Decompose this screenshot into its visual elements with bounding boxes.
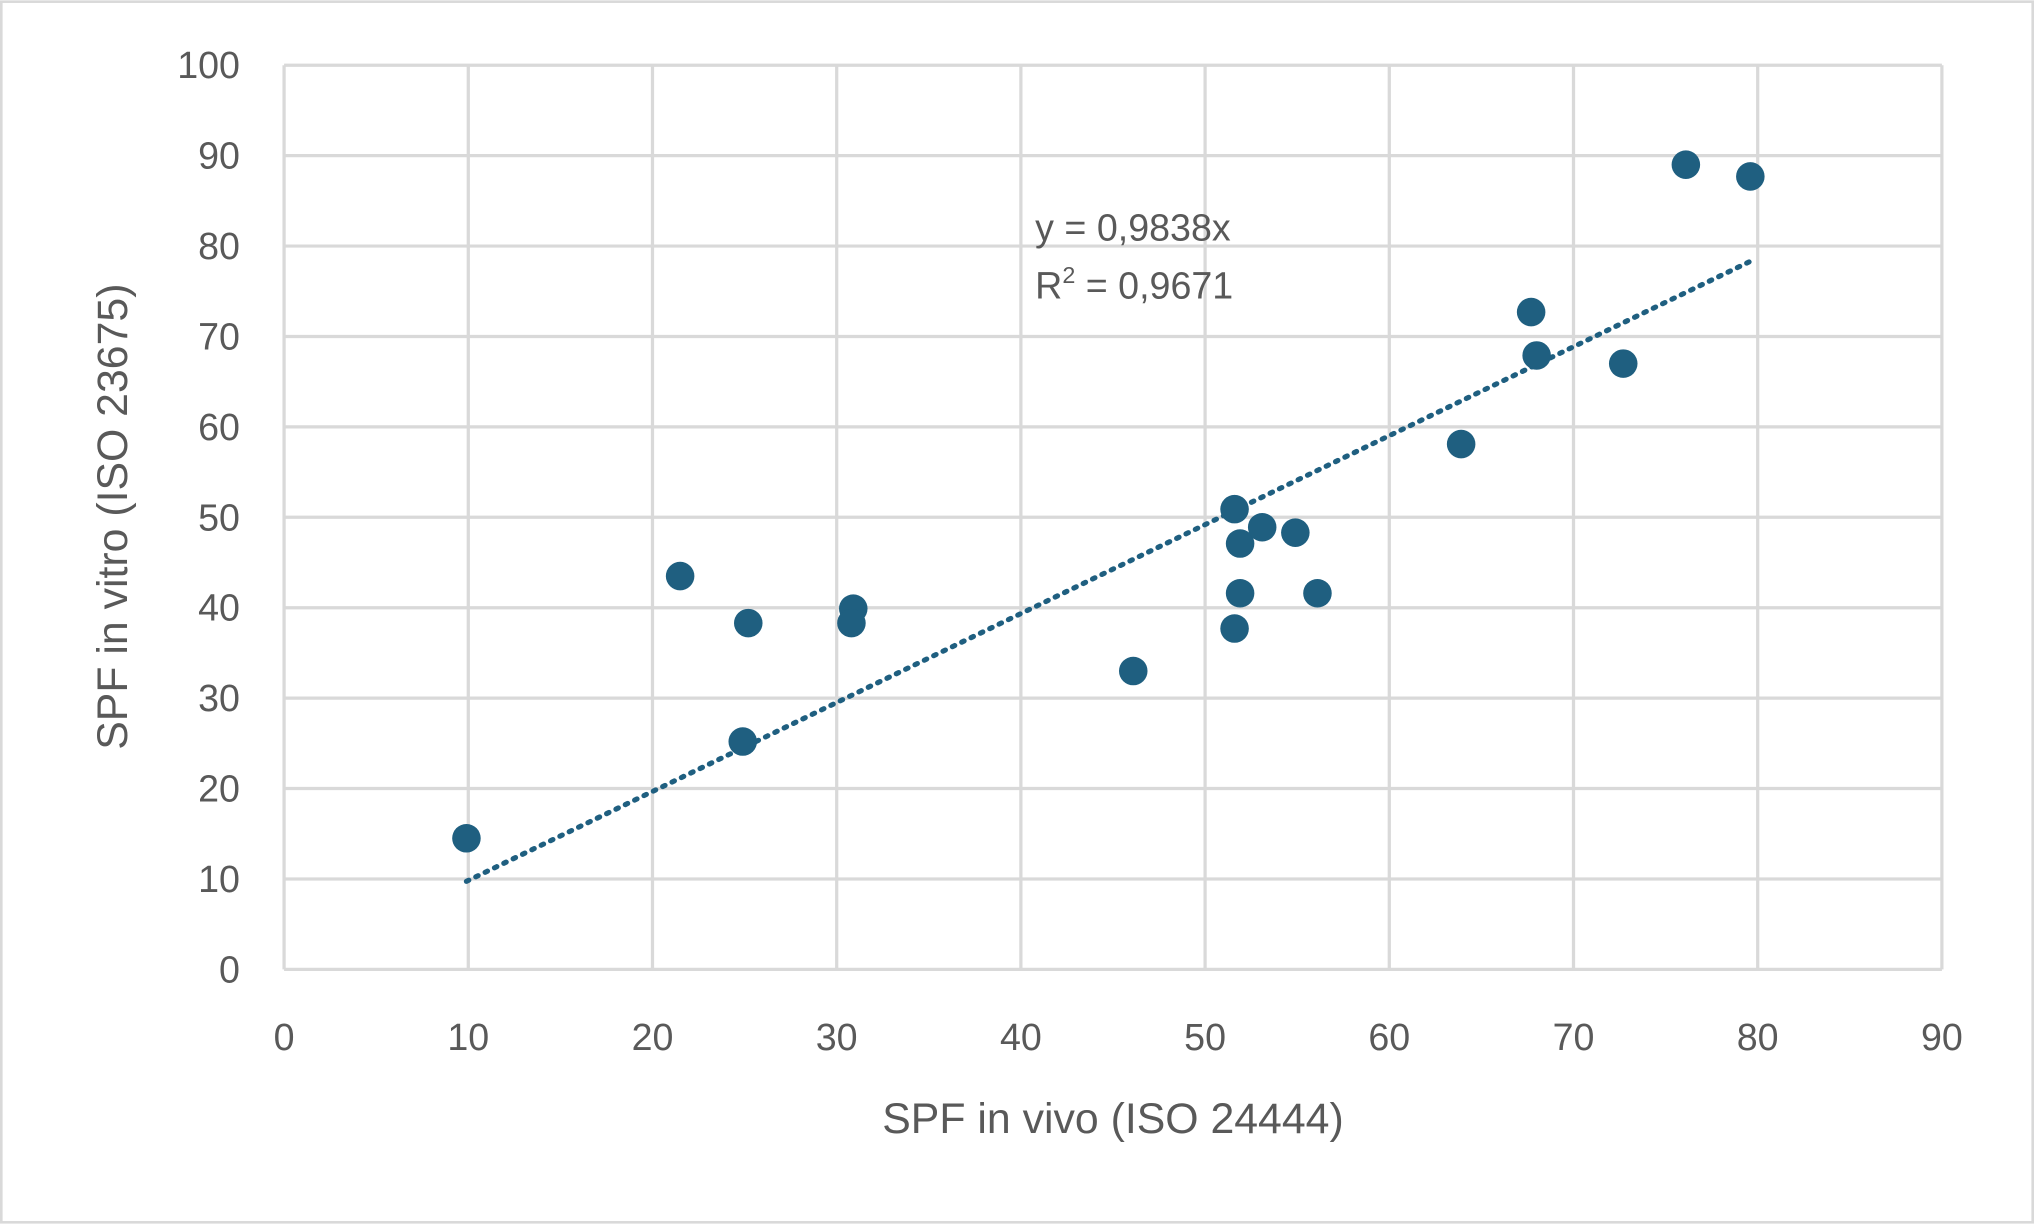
y-tick-label: 0 bbox=[219, 948, 240, 990]
data-point bbox=[1446, 429, 1476, 459]
y-tick-label: 20 bbox=[198, 768, 240, 810]
data-point bbox=[1516, 297, 1546, 327]
y-tick-label: 70 bbox=[198, 315, 240, 357]
trendline-equation: y = 0,9838x bbox=[1035, 206, 1231, 248]
x-tick-label: 50 bbox=[1184, 1016, 1226, 1058]
x-tick-label: 70 bbox=[1553, 1016, 1595, 1058]
data-point bbox=[1118, 656, 1148, 686]
y-tick-label: 50 bbox=[198, 496, 240, 538]
y-tick-label: 30 bbox=[198, 677, 240, 719]
data-point bbox=[1220, 494, 1249, 524]
x-tick-label: 60 bbox=[1368, 1016, 1410, 1058]
data-point bbox=[1225, 529, 1255, 558]
x-tick-label: 20 bbox=[632, 1016, 674, 1058]
x-tick-label: 0 bbox=[274, 1016, 295, 1058]
x-tick-label: 40 bbox=[1000, 1016, 1042, 1058]
y-tick-label: 10 bbox=[198, 858, 240, 900]
data-point bbox=[452, 824, 481, 853]
x-tick-label: 90 bbox=[1921, 1016, 1963, 1058]
x-tick-label: 10 bbox=[447, 1016, 489, 1058]
x-tick-label: 30 bbox=[816, 1016, 858, 1058]
data-point bbox=[1247, 512, 1277, 542]
data-point bbox=[1225, 578, 1255, 608]
y-tick-label: 60 bbox=[198, 406, 240, 448]
data-point bbox=[837, 608, 866, 638]
data-point bbox=[1736, 162, 1765, 191]
x-tick-label: 80 bbox=[1737, 1016, 1779, 1058]
r-squared-label: R2 = 0,9671 bbox=[1035, 262, 1233, 307]
y-tick-label: 90 bbox=[198, 135, 240, 177]
data-point bbox=[1303, 578, 1332, 608]
y-tick-label: 100 bbox=[177, 44, 240, 86]
y-tick-label: 40 bbox=[198, 587, 240, 629]
y-axis-label: SPF in vitro (ISO 23675) bbox=[89, 284, 137, 750]
data-point bbox=[734, 608, 763, 638]
data-point bbox=[728, 727, 758, 756]
data-point bbox=[1608, 349, 1638, 378]
y-tick-label: 80 bbox=[198, 225, 240, 267]
data-point bbox=[665, 561, 695, 591]
data-point bbox=[1671, 150, 1701, 179]
data-point bbox=[1220, 614, 1249, 643]
data-point bbox=[1522, 341, 1551, 370]
data-point bbox=[1281, 518, 1310, 547]
x-axis-label: SPF in vivo (ISO 24444) bbox=[882, 1095, 1343, 1143]
